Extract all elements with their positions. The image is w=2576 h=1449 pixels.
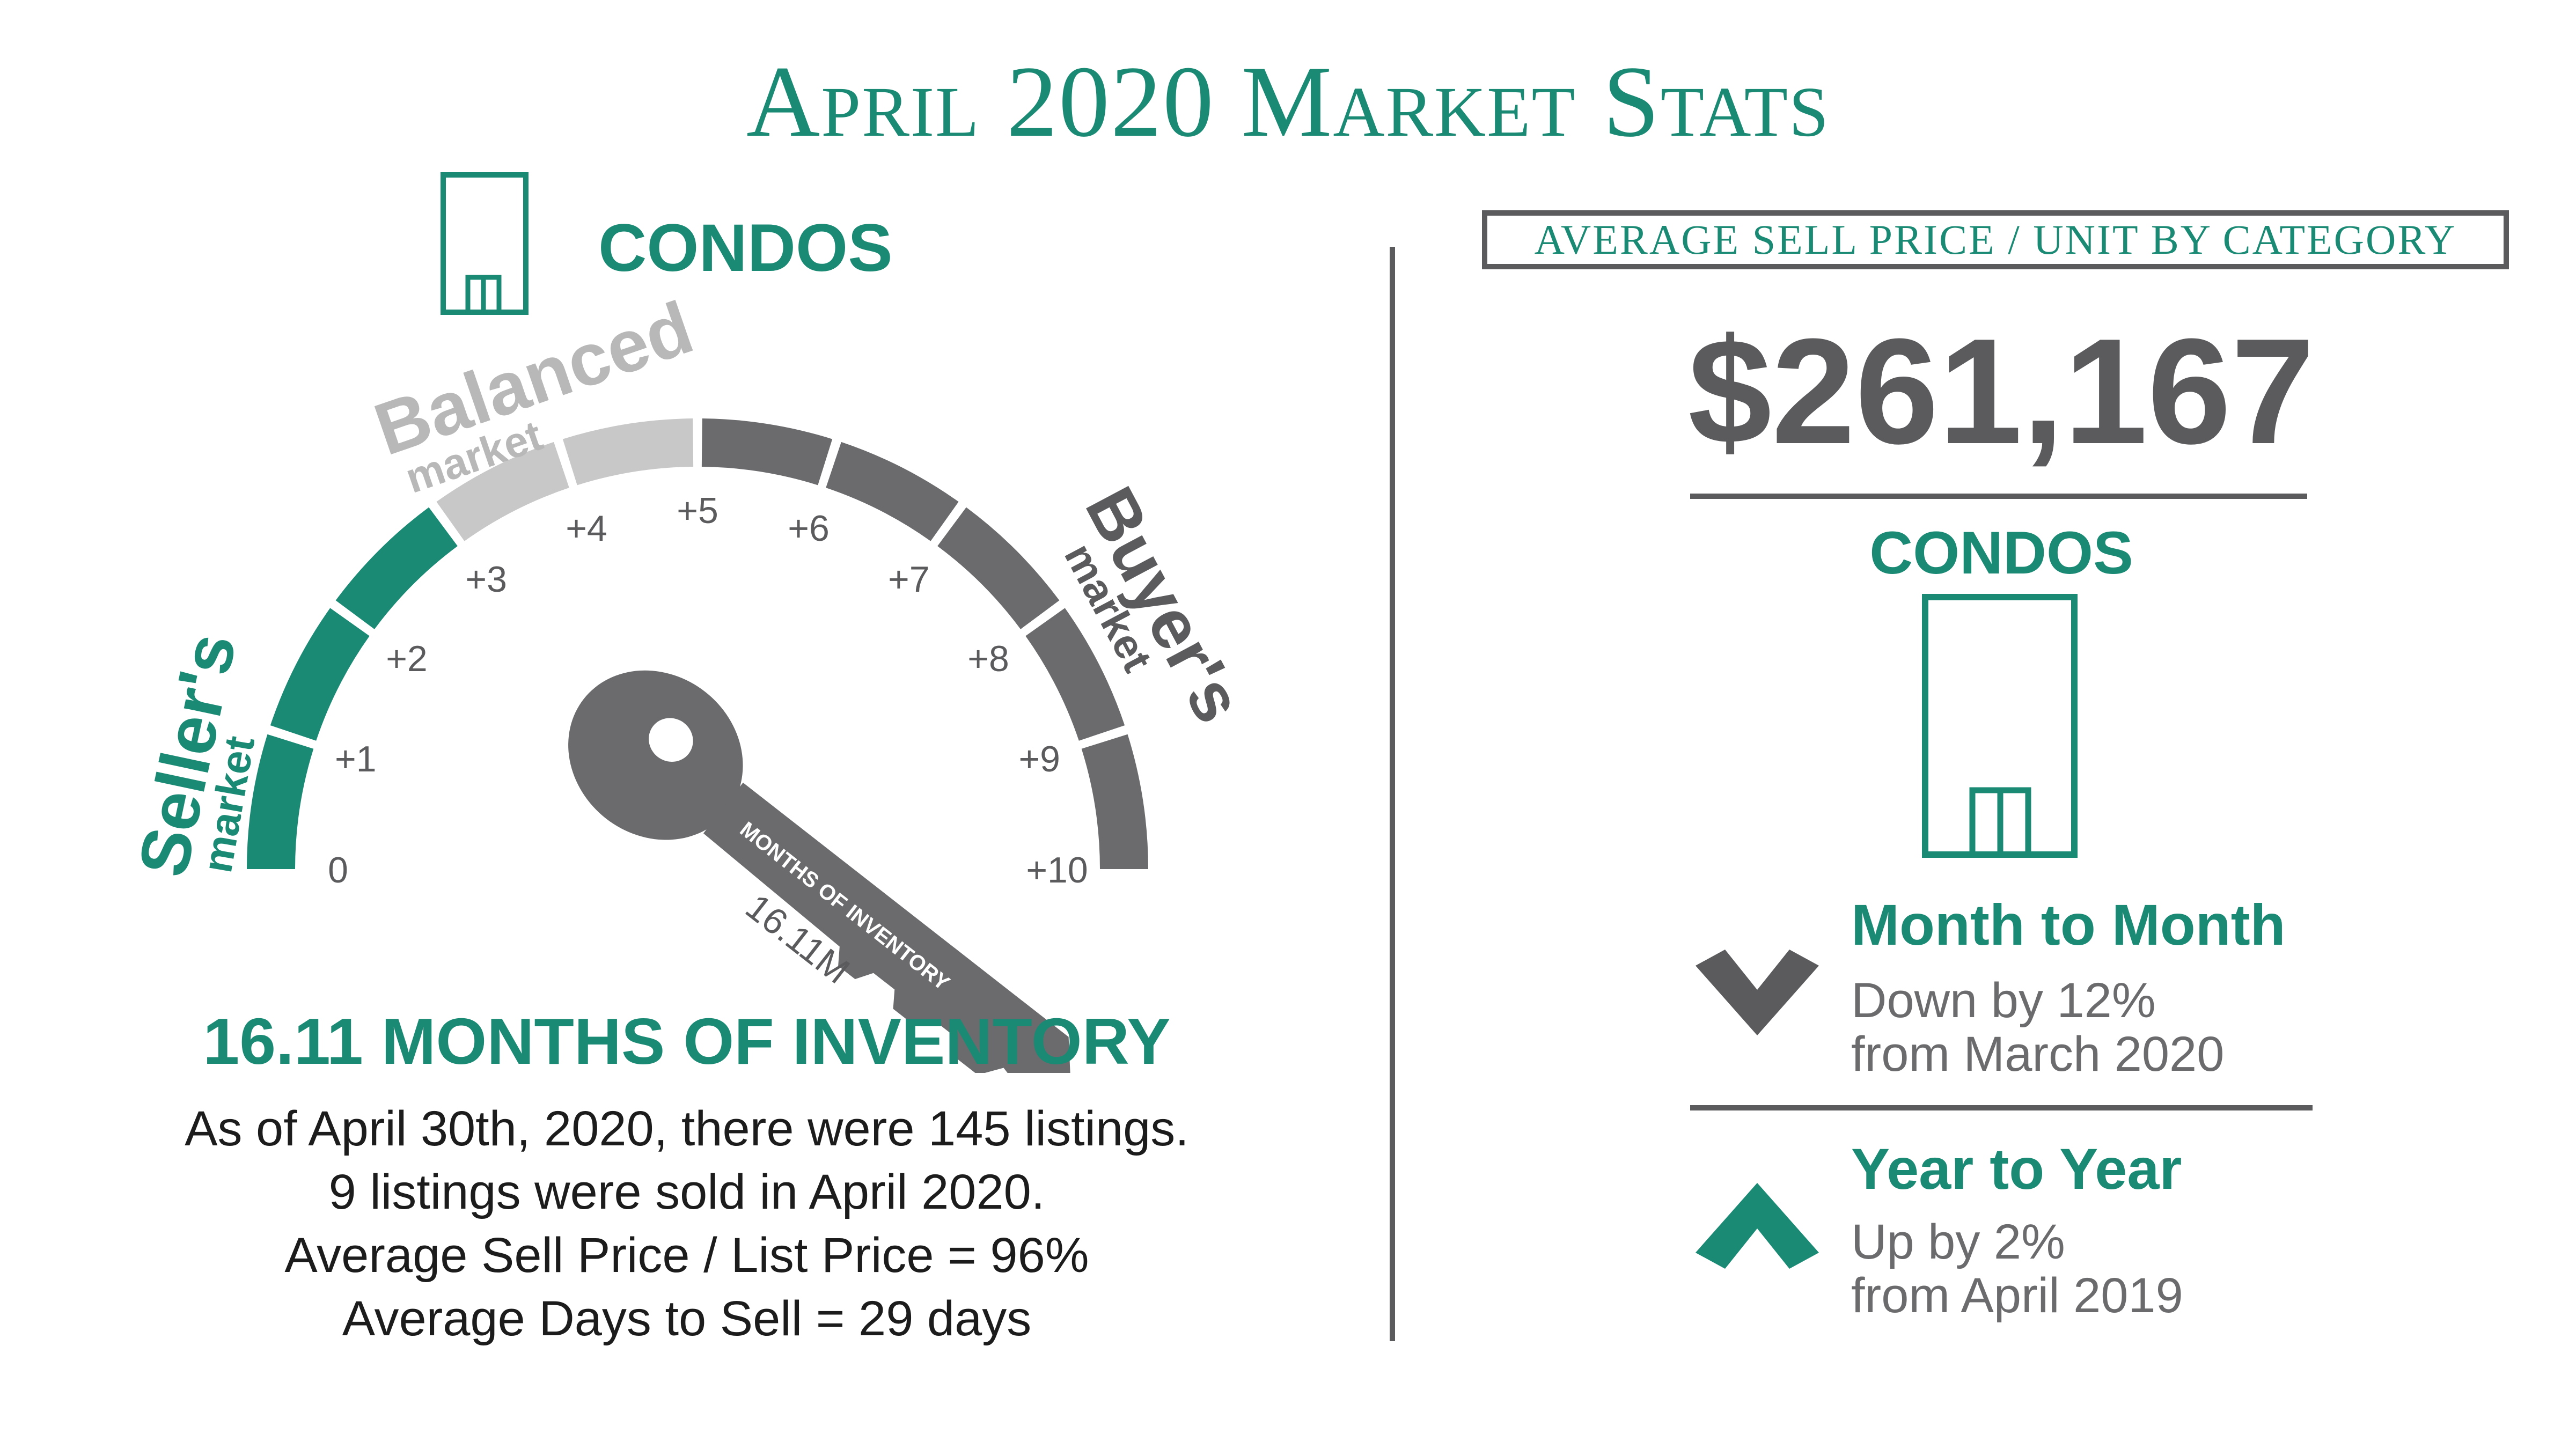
gauge-segment xyxy=(701,418,833,486)
inventory-line: 9 listings were sold in April 2020. xyxy=(328,1165,1045,1219)
gauge-segment xyxy=(562,418,694,486)
gauge-tick-label: +4 xyxy=(566,508,607,549)
gauge-tick-label: +5 xyxy=(677,490,718,531)
average-sell-price: $261,167 xyxy=(1688,308,2315,475)
month-to-month-title: Month to Month xyxy=(1851,892,2286,957)
inventory-line: As of April 30th, 2020, there were 145 l… xyxy=(185,1101,1189,1156)
building-icon xyxy=(441,172,529,315)
gauge-tick-labels: 0 +1 +2 +3 +4 +5 +6 +7 +8 +9 +10 xyxy=(328,490,1088,891)
year-to-year-detail: Up by 2% from April 2019 xyxy=(1851,1215,2183,1322)
building-icon xyxy=(1922,594,2078,858)
gauge-segment xyxy=(335,507,458,629)
gauge-tick-label: +3 xyxy=(465,559,507,600)
gauge-segments xyxy=(247,418,1148,869)
gauge-segment xyxy=(1025,608,1125,741)
year-to-year-change: Up by 2% xyxy=(1851,1215,2065,1269)
year-to-year-title: Year to Year xyxy=(1851,1136,2182,1201)
page-title: April 2020 Market Stats xyxy=(746,46,1830,158)
gauge-tick-label: +2 xyxy=(386,638,428,679)
inventory-gauge: 0+1+2+3+4 +5 +6+7+8+9+10 Balanced market S… xyxy=(123,286,1259,1073)
month-to-month-detail: Down by 12% from March 2020 xyxy=(1851,974,2224,1081)
gauge-tick-label: +9 xyxy=(1018,739,1060,779)
chevron-down-icon xyxy=(1696,950,1819,1035)
inventory-line: Average Days to Sell = 29 days xyxy=(342,1291,1032,1346)
category-heading: CONDOS xyxy=(598,211,893,285)
gauge-segment xyxy=(937,507,1060,629)
gauge-tick-label: +6 xyxy=(788,508,830,549)
panel-divider xyxy=(1390,247,1395,1341)
gauge-segment xyxy=(826,442,959,541)
gauge-segment xyxy=(436,442,569,541)
month-to-month-change: Down by 12% xyxy=(1851,973,2156,1028)
inventory-details: As of April 30th, 2020, there were 145 l… xyxy=(0,1097,1374,1350)
gauge-segment xyxy=(1081,734,1148,869)
gauge-segment xyxy=(247,734,314,869)
inventory-title: 16.11 MONTHS OF INVENTORY xyxy=(203,1005,1171,1078)
gauge-tick-label: +10 xyxy=(1026,850,1088,891)
right-category-heading: CONDOS xyxy=(1869,519,2133,586)
gauge-tick-label: 0 xyxy=(328,850,348,891)
gauge-tick-label: +8 xyxy=(967,638,1009,679)
gauge-tick-label: +1 xyxy=(335,739,377,779)
gauge-segment xyxy=(270,608,370,741)
stats-divider xyxy=(1690,1105,2313,1110)
year-to-year-reference: from April 2019 xyxy=(1851,1268,2183,1323)
chevron-up-icon xyxy=(1696,1183,1819,1269)
month-to-month-reference: from March 2020 xyxy=(1851,1027,2225,1082)
price-divider xyxy=(1690,494,2307,499)
gauge-tick-label: +7 xyxy=(888,559,930,600)
inventory-line: Average Sell Price / List Price = 96% xyxy=(284,1228,1089,1283)
price-section-header: AVERAGE SELL PRICE / UNIT BY CATEGORY xyxy=(1482,210,2509,269)
